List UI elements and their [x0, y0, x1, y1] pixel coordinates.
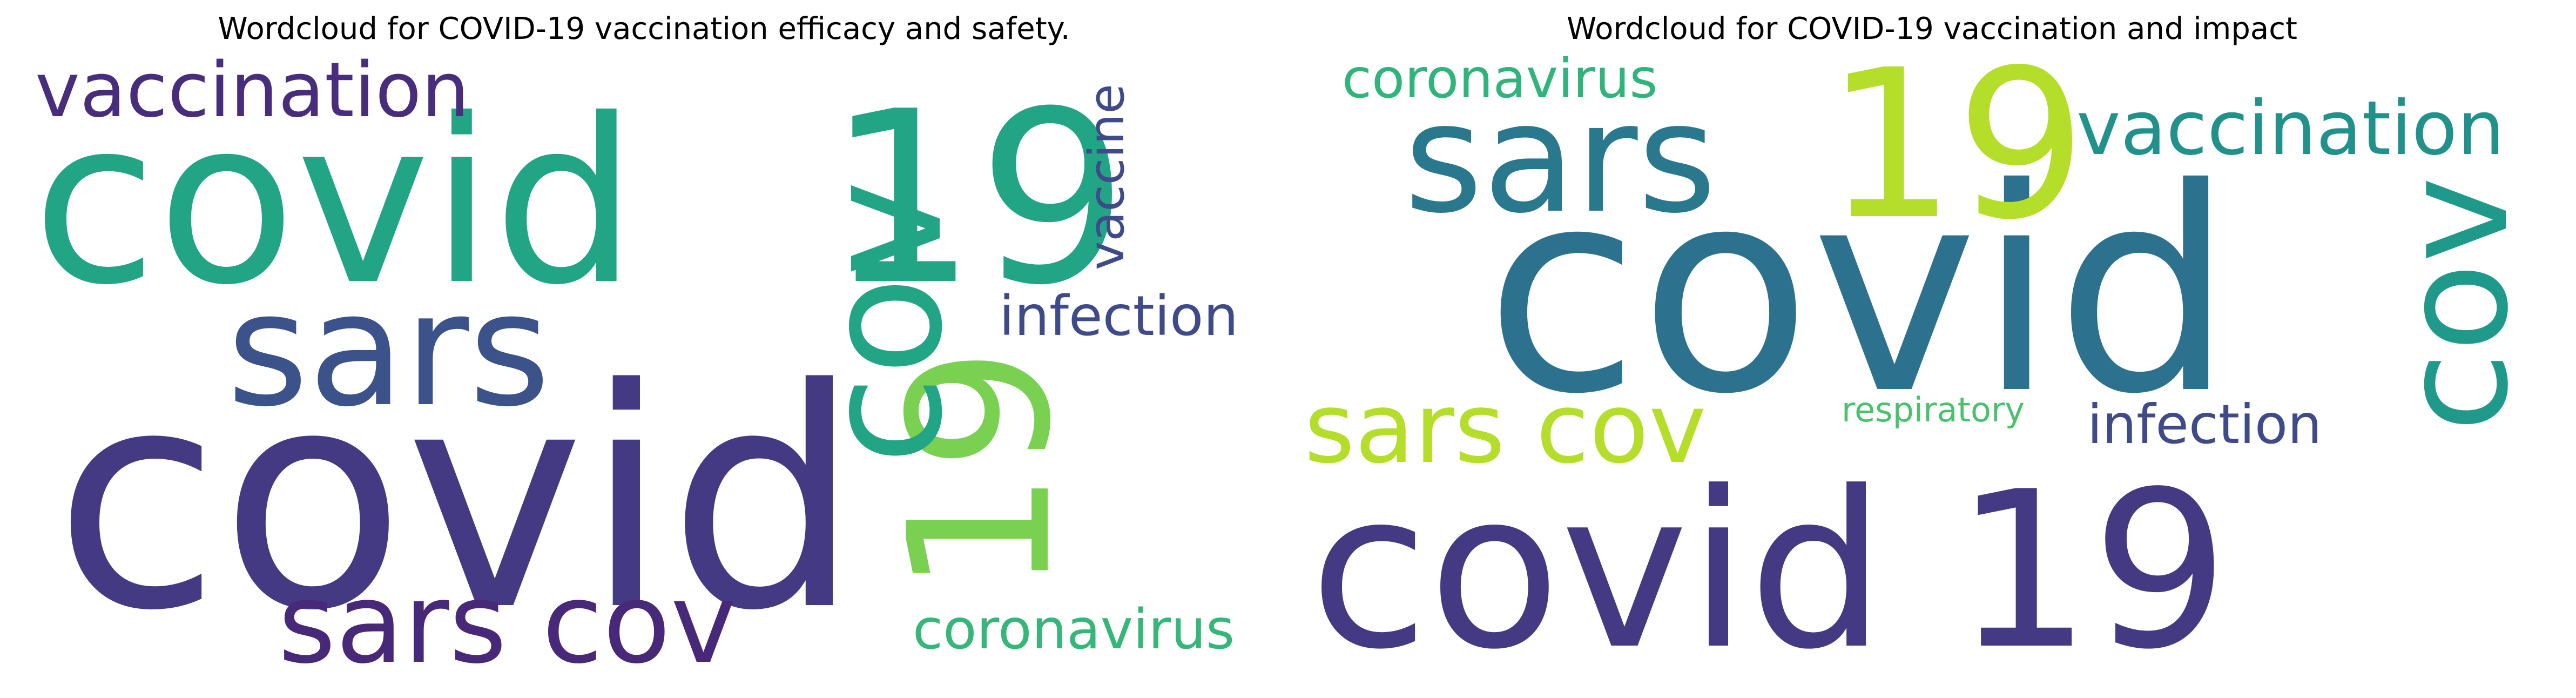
word-covid-19: covid 19 — [1310, 446, 2229, 697]
word-19: 19 — [826, 61, 1129, 337]
word-respiratory: respiratory — [1842, 390, 2025, 429]
word-sars-cov: sars cov — [1304, 372, 1707, 485]
word-vaccine-rotated: vaccine — [1078, 84, 1135, 270]
word-sars: sars — [227, 259, 550, 441]
word-cov-rotated: cov — [790, 180, 978, 465]
word-covid-large: covid — [54, 325, 860, 677]
word-infection: infection — [999, 284, 1238, 348]
word-sars-cov: sars cov — [278, 560, 736, 688]
word-covid-large: covid — [1485, 128, 2234, 455]
word-covid: covid — [32, 71, 637, 335]
word-19-rotated: 19 — [867, 347, 1094, 594]
word-vaccination: vaccination — [2076, 85, 2505, 172]
word-coronavirus: coronavirus — [1342, 54, 1657, 110]
word-19: 19 — [1825, 54, 2087, 265]
wordcloud-right: covid covid 19 19 sars cov sars cov vacc… — [1288, 54, 2576, 698]
word-infection: infection — [2087, 393, 2322, 456]
word-cov-rotated: cov — [2370, 177, 2540, 432]
wordcloud-title-left: Wordcloud for COVID-19 vaccination effic… — [218, 11, 1070, 46]
wordcloud-left: covid covid 19 sars 19 cov sars cov vacc… — [0, 54, 1288, 698]
wordcloud-title-right: Wordcloud for COVID-19 vaccination and i… — [1567, 11, 2297, 46]
word-vaccination: vaccination — [35, 54, 469, 135]
word-coronavirus: coronavirus — [913, 598, 1235, 662]
word-sars: sars — [1404, 71, 1716, 247]
